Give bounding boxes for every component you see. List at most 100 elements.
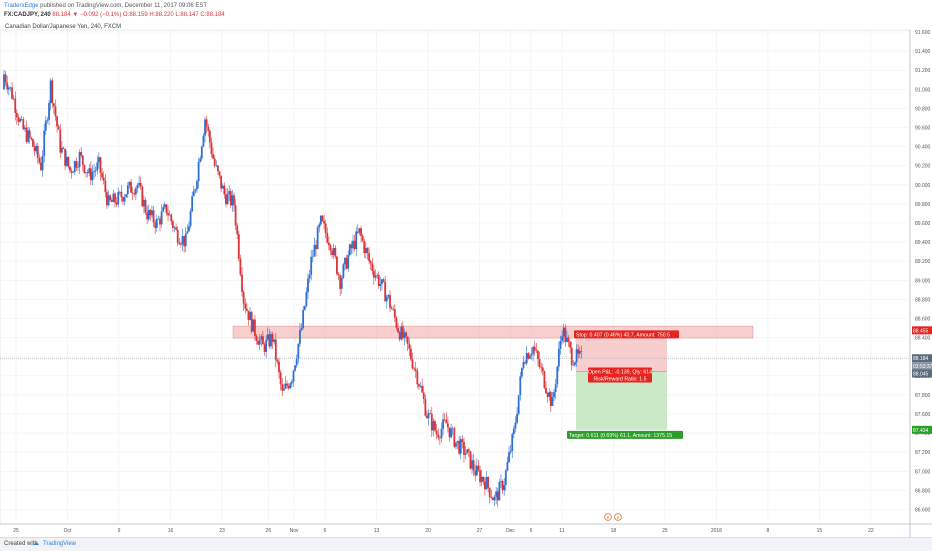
x-tick-label: 15 — [817, 528, 823, 534]
target-label-bg — [567, 430, 683, 439]
candle-body — [403, 332, 406, 339]
candle-body — [245, 308, 248, 311]
candle-body — [427, 413, 430, 419]
candle-body — [430, 413, 433, 431]
candle-body — [170, 214, 173, 222]
candle-body — [525, 353, 528, 364]
x-tick-label: 22 — [868, 528, 874, 534]
y-tick-label: 91.600 — [915, 30, 931, 36]
countdown-tag: 03:53:37 — [913, 364, 932, 370]
target-price-tag: 87.434 — [913, 428, 929, 434]
candle-body — [252, 319, 255, 332]
candle-body — [577, 349, 580, 354]
candle-body — [25, 127, 28, 142]
candle-body — [541, 367, 544, 372]
candle-body — [147, 210, 150, 220]
candle-body — [12, 98, 15, 100]
candle-body — [258, 339, 261, 345]
candle-body — [364, 248, 367, 254]
candle-body — [311, 256, 314, 258]
candle-body — [56, 116, 58, 127]
candle-body — [387, 294, 390, 297]
candle-body — [40, 162, 42, 171]
x-tick-label: Oct — [64, 528, 72, 534]
candle-body — [115, 202, 118, 205]
candle-body — [215, 165, 218, 167]
candle-body — [416, 370, 419, 385]
candle-body — [323, 221, 325, 224]
candle-body — [450, 428, 453, 438]
candle-body — [237, 234, 240, 259]
candle-body — [14, 98, 17, 113]
candle-body — [392, 309, 395, 310]
candle-body — [524, 362, 526, 364]
candle-body — [471, 460, 473, 469]
candle-body — [278, 361, 280, 373]
candle-body — [540, 366, 543, 368]
candle-body — [522, 362, 525, 368]
candle-body — [208, 130, 211, 143]
x-tick-label: 8 — [767, 528, 770, 534]
candle-body — [299, 330, 301, 344]
x-tick-label: 18 — [611, 528, 617, 534]
candle-body — [163, 204, 166, 208]
candle-body — [239, 258, 242, 275]
created-with-text: Created with — [4, 541, 38, 547]
candle-body — [107, 195, 110, 206]
candle-body — [91, 172, 94, 181]
candle-body — [292, 370, 295, 382]
candle-body — [556, 366, 559, 385]
candle-body — [395, 317, 398, 328]
candle-body — [184, 233, 187, 247]
candle-body — [75, 161, 78, 168]
candle-body — [438, 437, 441, 439]
candle-body — [149, 210, 152, 216]
candle-body — [408, 344, 411, 349]
candle-body — [319, 215, 322, 225]
candle-body — [186, 231, 189, 234]
candle-body — [393, 309, 396, 318]
candle-body — [530, 354, 533, 356]
candle-body — [196, 181, 198, 190]
candle-body — [123, 197, 126, 202]
candle-body — [321, 215, 324, 222]
y-tick-label: 90.600 — [915, 126, 931, 132]
y-tick-label: 86.800 — [915, 488, 931, 494]
candle-body — [397, 327, 399, 333]
candle-body — [543, 371, 546, 388]
candle-body — [178, 242, 181, 245]
y-tick-label: 91.000 — [915, 87, 931, 93]
candle-body — [435, 430, 438, 435]
candle-body — [181, 235, 184, 245]
candle-body — [418, 384, 420, 387]
candle-body — [141, 186, 144, 207]
candle-body — [529, 355, 531, 359]
tradingview-brand[interactable]: TradingView — [43, 541, 77, 547]
candle-body — [448, 427, 451, 438]
resistance-zone-rect — [232, 325, 754, 339]
candle-body — [459, 439, 462, 454]
candle-body — [212, 153, 214, 159]
candle-body — [520, 367, 523, 377]
candle-body — [310, 256, 313, 275]
chart-area[interactable]: Stop: 0.407 (0.46%) 40.7, Amount: 750.5 O… — [0, 0, 932, 537]
candle-body — [485, 477, 488, 490]
candle-body — [464, 453, 467, 455]
candle-body — [218, 171, 221, 176]
candle-body — [466, 449, 469, 454]
candle-body — [22, 119, 25, 130]
candle-body — [455, 442, 457, 447]
candle-body — [580, 350, 583, 352]
candle-body — [463, 441, 465, 455]
x-tick-label: 20 — [425, 528, 431, 534]
candle-body — [73, 161, 76, 172]
y-tick-label: 87.000 — [915, 469, 931, 475]
candle-body — [171, 221, 174, 228]
candle-body — [559, 341, 562, 349]
candle-body — [83, 164, 86, 173]
y-tick-label: 89.000 — [915, 278, 931, 284]
candle-body — [549, 392, 552, 406]
author-link[interactable]: TraderxEdge — [4, 3, 39, 9]
candle-body — [442, 419, 444, 429]
candle-body — [128, 181, 131, 186]
